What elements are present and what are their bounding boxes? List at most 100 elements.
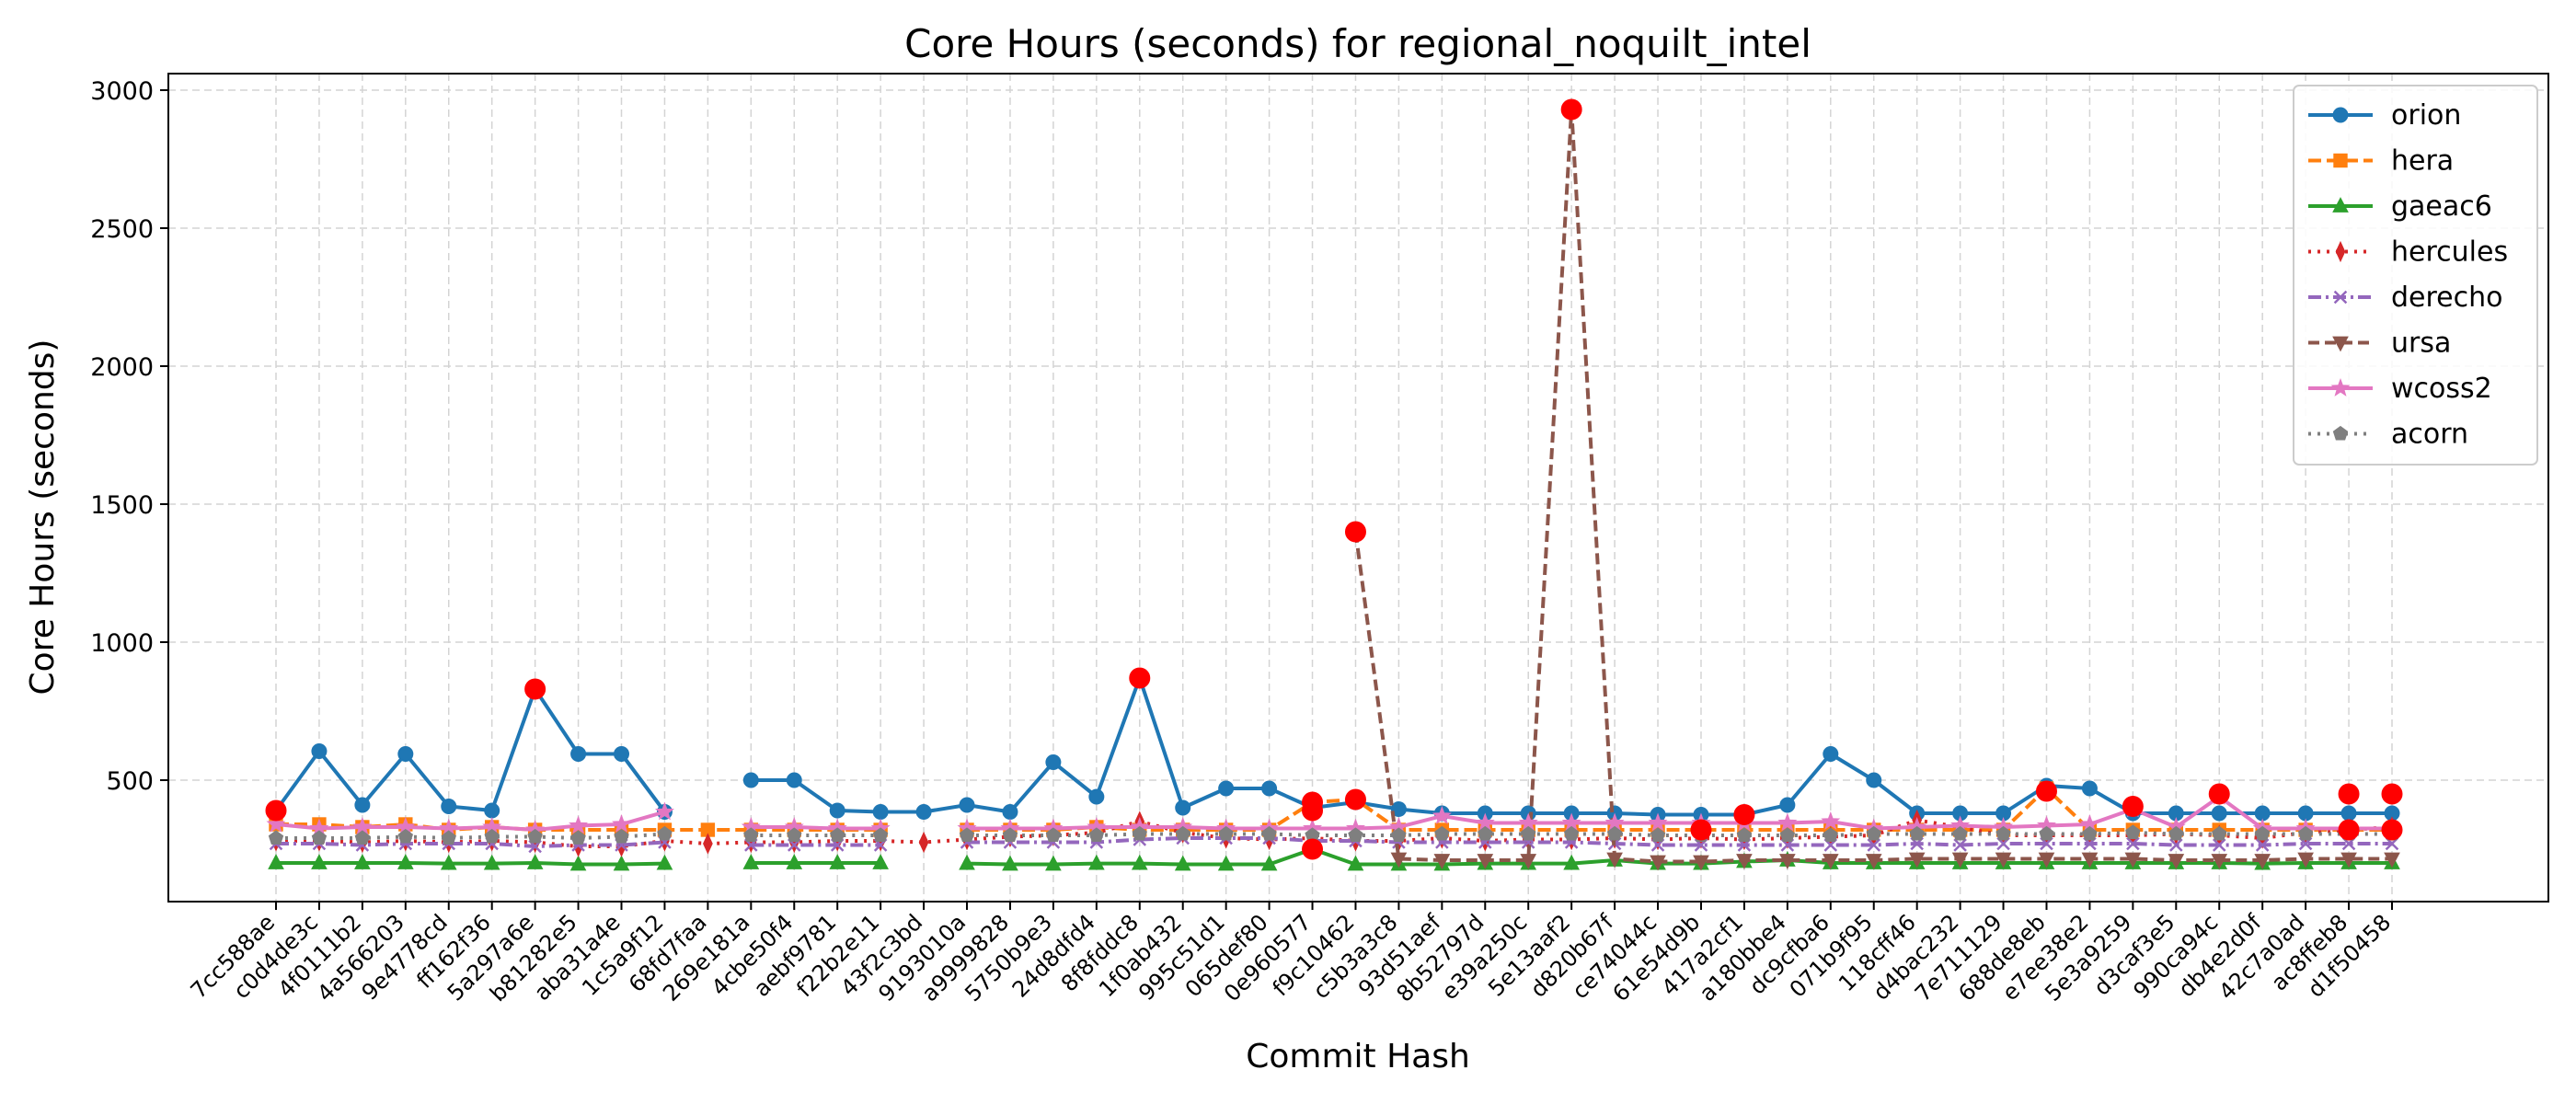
series-line: [276, 840, 665, 848]
data-point: [2384, 852, 2400, 868]
data-point: [1867, 838, 1881, 852]
data-point: [2255, 838, 2270, 852]
data-point: [2212, 838, 2226, 852]
data-point: [1045, 754, 1062, 770]
data-point: [484, 802, 500, 819]
legend-label: hercules: [2391, 236, 2508, 269]
anomaly-point: [2035, 780, 2057, 802]
data-point: [483, 854, 500, 870]
data-point: [1174, 855, 1191, 871]
data-point: [743, 827, 759, 842]
data-point: [1260, 855, 1278, 871]
anomaly-markers: [265, 98, 2403, 860]
data-point: [1218, 825, 1234, 841]
data-point: [1131, 854, 1148, 870]
data-point: [1132, 825, 1147, 841]
data-point: [1261, 780, 1278, 797]
data-point: [1606, 852, 1623, 868]
data-point: [1088, 788, 1105, 805]
data-point: [872, 827, 889, 842]
data-point: [397, 828, 414, 844]
y-tick-label: 2500: [90, 215, 154, 244]
y-tick-label: 2000: [90, 353, 154, 382]
legend-label: wcoss2: [2391, 373, 2492, 405]
legend-label: orion: [2391, 99, 2461, 132]
legend-entry-ursa: ursa: [2308, 328, 2451, 360]
data-point: [786, 854, 803, 869]
data-point: [1088, 827, 1105, 842]
data-point: [266, 813, 286, 833]
data-point: [2212, 825, 2227, 841]
data-point: [1908, 852, 1926, 868]
data-point: [656, 854, 673, 870]
data-point: [1866, 772, 1882, 788]
legend-entry-hercules: hercules: [2308, 236, 2508, 269]
data-point: [2297, 825, 2314, 841]
data-point: [1777, 812, 1798, 832]
data-point: [441, 799, 457, 814]
anomaly-point: [1344, 521, 1366, 543]
data-point: [2039, 825, 2054, 841]
data-point: [1261, 825, 1277, 841]
data-point: [2125, 824, 2141, 839]
data-point: [787, 827, 802, 842]
data-point: [1952, 825, 1968, 841]
legend-box: [2293, 85, 2538, 466]
data-point: [1779, 827, 1796, 842]
data-point: [569, 815, 589, 834]
data-point: [570, 746, 587, 762]
data-point: [397, 746, 414, 762]
data-point: [311, 854, 328, 869]
legend-entry-hera: hera: [2308, 145, 2454, 178]
data-point: [2081, 780, 2098, 797]
data-point: [1563, 825, 1580, 841]
anomaly-point: [2338, 819, 2360, 841]
data-point: [959, 854, 975, 870]
data-point: [1433, 854, 1451, 869]
data-point: [1823, 746, 1839, 762]
x-axis-ticks: 7cc588aec0d4de3c4f0111b24a5662039e4778cd…: [186, 902, 2396, 1007]
series-line: [276, 832, 665, 840]
data-point: [311, 830, 328, 845]
data-point: [1347, 855, 1364, 871]
data-point: [1606, 825, 1623, 841]
data-point: [354, 797, 371, 813]
series-derecho: [269, 831, 2399, 854]
data-point: [742, 854, 760, 869]
data-point: [918, 831, 929, 854]
series-line: [751, 825, 881, 831]
x-axis-label: Commit Hash: [1246, 1038, 1470, 1075]
data-point: [1002, 827, 1018, 842]
anomaly-point: [1129, 667, 1151, 689]
data-point: [613, 855, 630, 871]
data-point: [526, 854, 544, 869]
legend-entry-gaeac6: gaeac6: [2308, 190, 2492, 223]
data-point: [354, 854, 371, 869]
data-point: [786, 772, 802, 788]
data-point: [1045, 827, 1062, 842]
data-point: [1175, 825, 1190, 841]
anomaly-point: [1302, 791, 1324, 813]
data-point: [2340, 852, 2357, 868]
data-point: [1391, 827, 1407, 842]
data-point: [484, 828, 500, 844]
y-tick-label: 3000: [90, 77, 154, 106]
series-line: [276, 861, 665, 867]
data-point: [1002, 855, 1018, 871]
data-point: [2335, 240, 2346, 263]
anomaly-point: [1690, 819, 1712, 841]
data-point: [1736, 827, 1753, 842]
data-point: [612, 813, 632, 833]
y-axis-ticks: 500 1000 1500 2000 2500 3000: [90, 77, 168, 796]
data-point: [1175, 799, 1191, 816]
data-point: [915, 804, 932, 820]
data-point: [1088, 854, 1105, 870]
data-point: [569, 855, 587, 871]
data-point: [397, 854, 414, 869]
legend-entry-derecho: derecho: [2308, 282, 2503, 314]
data-point: [2254, 854, 2271, 869]
data-point: [703, 833, 713, 855]
data-point: [2081, 852, 2099, 868]
data-point: [2332, 197, 2349, 213]
data-point: [2168, 825, 2184, 841]
